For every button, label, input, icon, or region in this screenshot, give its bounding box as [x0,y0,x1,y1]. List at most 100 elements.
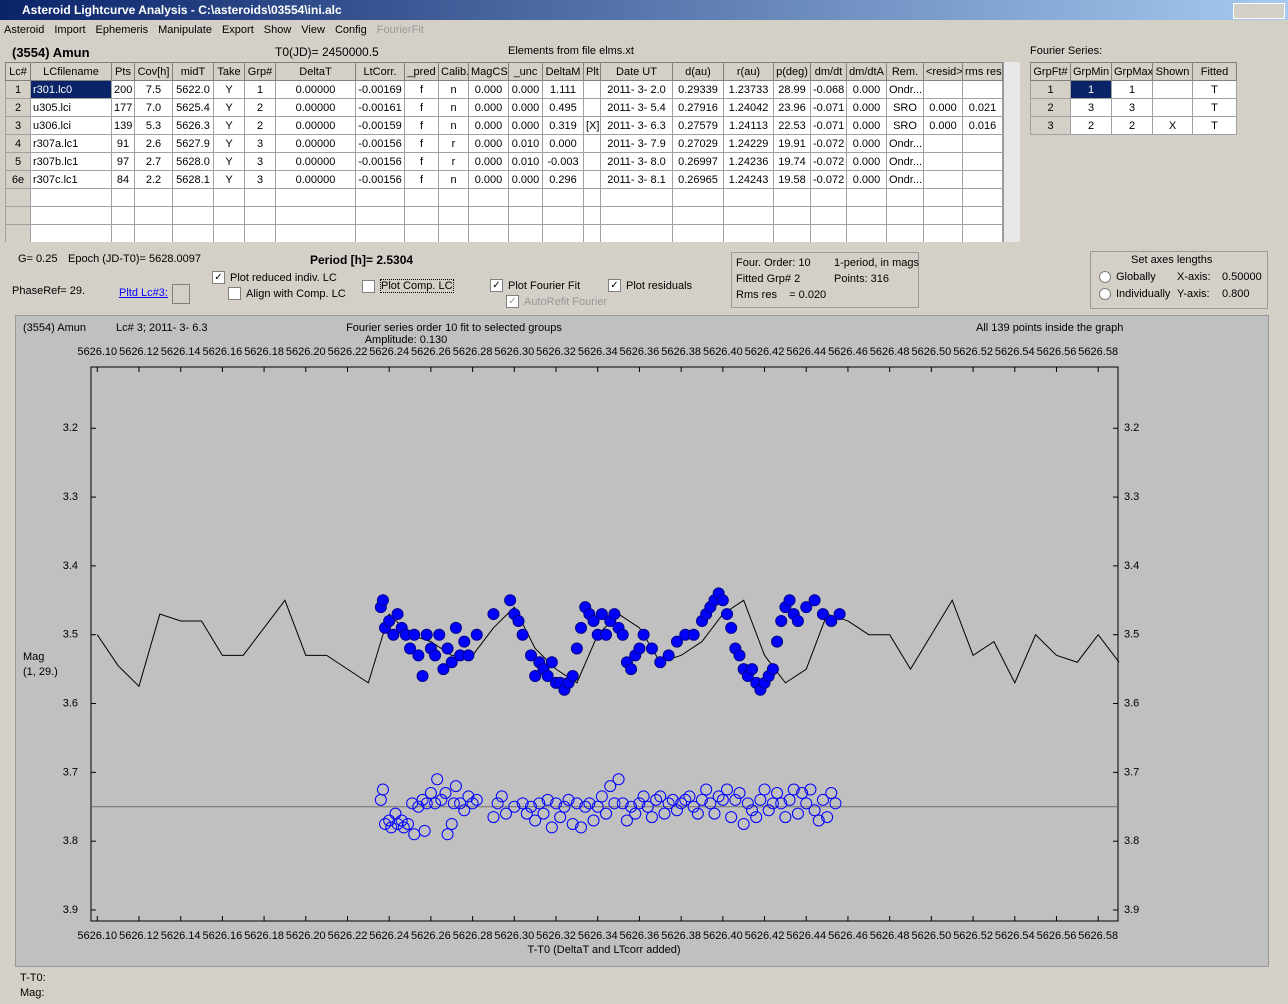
table-cell [172,188,214,207]
table-cell [244,206,276,225]
checkbox[interactable]: ✓ Plot reduced indiv. LC [212,271,337,284]
x-tick-label: 5626.26 [411,930,451,942]
table-cell [542,206,584,225]
y-tick-label-right: 3.9 [1124,904,1139,916]
table-cell: T [1192,80,1237,99]
radio[interactable]: Individually [1099,288,1170,300]
menu-item[interactable]: Ephemeris [95,24,149,36]
checkbox[interactable]: ✓ AutoRefit Fourier [506,295,607,308]
table-cell: 0.29339 [672,80,724,99]
radio[interactable]: Globally [1099,271,1156,283]
table-cell: -0.072 [810,170,847,189]
lc-table[interactable]: Lc# LCfilename Pts Cov[h] midT Take Grp# DeltaT… [5,62,1003,242]
x-tick-label: 5626.24 [369,930,409,942]
data-point [566,670,579,683]
menu-item[interactable]: Manipulate [158,24,212,36]
table-cell: 3 [1070,98,1112,117]
residual-point [729,793,742,806]
window-buttons[interactable] [1233,3,1285,19]
data-point [391,608,404,621]
table-cell: 3 [244,170,276,189]
menu-item[interactable]: Asteroid [4,24,45,36]
table-cell: -0.00156 [355,152,405,171]
residual-point [779,811,792,824]
y-tick-label-right: 3.4 [1124,560,1139,572]
menu-item[interactable]: Config [334,24,367,36]
table-cell: 0.000 [468,80,509,99]
column-header: _pred [404,62,439,81]
checkbox-label: AutoRefit Fourier [524,295,608,308]
column-header: LtCorr. [355,62,405,81]
x-tick-label-top: 5626.54 [995,346,1035,358]
table-cell: n [438,80,469,99]
table-row[interactable] [5,188,1003,207]
table-row[interactable]: 4 r307a.lc1 91 2.6 5627.9 Y 3 0.00000 -0.00156 f r… [5,134,1003,153]
table-cell: 0.000 [508,98,543,117]
residual-point [466,797,479,810]
data-point [524,649,537,662]
menu-item[interactable]: Export [221,24,254,36]
y-tick-label: 3.2 [63,422,78,434]
table-row[interactable]: 3 u306.lci 139 5.3 5626.3 Y 2 0.00000 -0.00159 f n… [5,116,1003,135]
data-point [600,628,613,641]
checkbox-label: Plot Fourier Fit [508,279,581,292]
y-axis-subtitle: (1, 29.) [23,666,58,678]
table-cell: 200 [111,80,135,99]
table-cell [30,224,112,242]
residual-point [608,797,621,810]
table-cell: 0.00000 [275,80,356,99]
residual-point [429,797,442,810]
period: Period [h]= 2.5304 [310,253,414,267]
x-tick-label: 5626.22 [328,930,368,942]
table-cell [923,188,963,207]
data-point [616,628,629,641]
table-cell: 0.000 [468,170,509,189]
table-row[interactable]: 2 u305.lci 177 7.0 5625.4 Y 2 0.00000 -0.00161 f n… [5,98,1003,117]
residual-point [587,814,600,827]
residual-point [435,793,448,806]
data-point [387,628,400,641]
residual-point [808,804,821,817]
pltd-link[interactable]: Pltd Lc#3: [119,287,168,299]
checkbox[interactable]: Plot Comp. LC [362,279,454,293]
x-tick-label-top: 5626.26 [411,346,451,358]
fourier-table[interactable]: GrpFt# GrpMin GrpMax Shown Fitted 1 1 1 T 2 3 3 T 3 2 2… [1030,62,1237,135]
scrollbar[interactable] [1003,62,1020,242]
table-cell: 0.010 [508,152,543,171]
table-row[interactable]: 1 r301.lc0 200 7.5 5622.0 Y 1 0.00000 -0.00169 f n… [5,80,1003,99]
table-row[interactable] [5,206,1003,225]
table-row[interactable]: 5 r307b.lc1 97 2.7 5628.0 Y 3 0.00000 -0.00156 f r… [5,152,1003,171]
residual-point [733,786,746,799]
checkbox[interactable]: ✓ Plot residuals [608,279,692,292]
data-point [637,628,650,641]
table-cell [134,224,173,242]
menu-item[interactable]: Show [263,24,292,36]
table-row[interactable]: 6e r307c.lc1 84 2.2 5628.1 Y 3 0.00000 -0.00156 f… [5,170,1003,189]
table-cell: 5622.0 [172,80,214,99]
note: All 139 points inside the graph [976,322,1123,334]
residual-point [379,817,392,830]
data-point [449,621,462,634]
menu-item[interactable]: Import [54,24,86,36]
table-cell: f [404,98,439,117]
residual-point [750,811,763,824]
table-cell: 6e [5,170,31,189]
menu-item[interactable]: View [301,24,325,36]
checkbox[interactable]: ✓ Plot Fourier Fit [490,279,580,292]
residual-point [458,804,471,817]
column-header: Plt [583,62,601,81]
table-row[interactable] [5,224,1003,242]
x-tick-label: 5626.38 [661,930,701,942]
spinner[interactable] [172,284,190,304]
table-cell: 0.495 [542,98,584,117]
menu-item[interactable]: FourierFit [376,24,424,36]
table-cell: 0.319 [542,116,584,135]
checkbox[interactable]: Align with Comp. LC [228,287,346,300]
residual-point [804,783,817,796]
table-cell: 0.000 [846,152,887,171]
data-point [412,649,425,662]
table-cell [962,134,1003,153]
